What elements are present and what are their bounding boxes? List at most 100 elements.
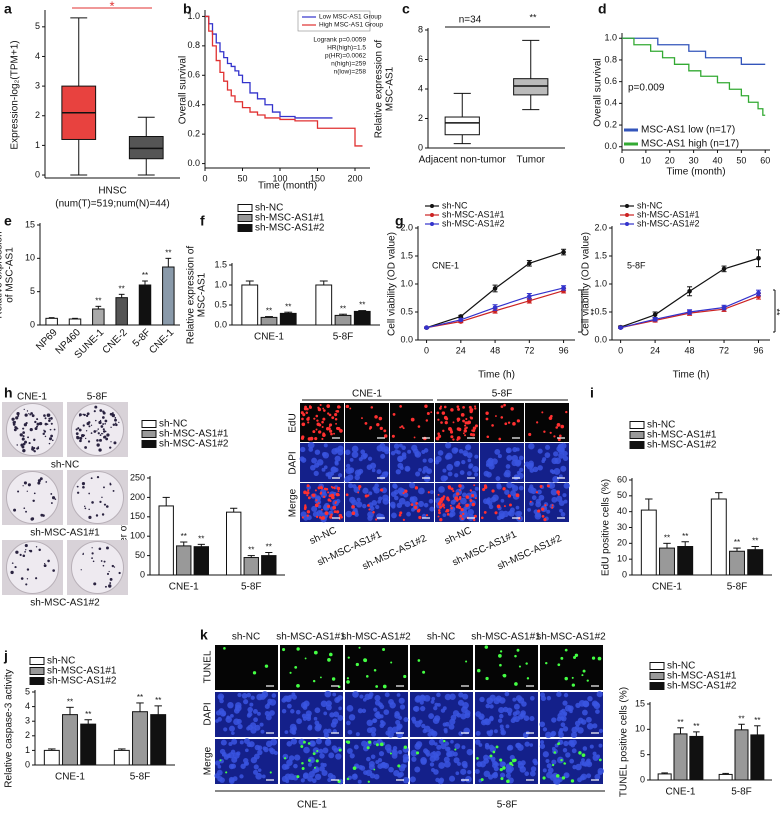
bar — [132, 711, 148, 766]
significance: ** — [119, 284, 125, 293]
nucleus — [483, 470, 490, 477]
nucleus — [442, 722, 447, 727]
x-tick-label: CNE-1 — [652, 582, 682, 593]
nucleus — [244, 748, 249, 753]
nucleus — [506, 454, 513, 461]
x-tick-label: 0 — [202, 173, 207, 183]
stained-cell — [437, 515, 440, 518]
nucleus — [360, 453, 367, 460]
nucleus — [384, 471, 389, 476]
y-tick-label: 1.0 — [187, 11, 200, 21]
y-axis-label: of MSC-AS1 — [5, 247, 16, 303]
colony — [25, 583, 28, 586]
stained-cell — [443, 739, 446, 743]
nucleus — [357, 708, 363, 714]
colony — [108, 570, 110, 573]
stained-cell — [509, 503, 512, 507]
nucleus — [214, 773, 220, 779]
y-tick-label: 10 — [25, 253, 35, 263]
column-label: sh-MSC-AS1#1 — [471, 632, 541, 643]
micrograph — [345, 645, 408, 690]
legend-swatch — [237, 204, 253, 212]
nucleus — [401, 454, 407, 460]
nucleus — [575, 763, 582, 771]
stained-cell — [457, 407, 461, 411]
legend-swatch — [141, 440, 157, 448]
nucleus — [253, 717, 258, 723]
stained-cell — [444, 421, 448, 425]
colony — [26, 490, 28, 492]
nucleus — [560, 722, 566, 728]
colony — [101, 496, 103, 499]
stained-cell — [464, 427, 467, 430]
nucleus — [309, 740, 315, 747]
stained-cell — [346, 677, 350, 680]
stained-cell — [560, 424, 565, 429]
nucleus — [539, 721, 546, 728]
bar — [113, 749, 130, 766]
nucleus — [215, 760, 221, 766]
nucleus — [496, 515, 502, 521]
colony — [113, 566, 116, 568]
colony — [38, 421, 43, 426]
stained-cell — [458, 502, 461, 505]
nucleus — [348, 714, 356, 721]
legend-swatch — [141, 420, 157, 428]
nucleus — [409, 776, 416, 783]
stained-cell — [399, 511, 403, 515]
nucleus — [290, 775, 296, 781]
stained-cell — [358, 487, 361, 490]
stained-cell — [322, 495, 326, 499]
nucleus — [328, 752, 335, 759]
nucleus — [383, 709, 390, 716]
nucleus — [373, 487, 380, 494]
legend-marker — [430, 222, 434, 226]
nucleus — [490, 496, 497, 503]
nucleus — [412, 706, 418, 712]
nucleus — [355, 732, 360, 737]
nucleus — [512, 447, 518, 453]
y-tick-label: 0.0 — [604, 141, 617, 151]
stained-cell — [557, 493, 560, 496]
nucleus — [393, 443, 400, 449]
colony — [108, 584, 112, 588]
nucleus — [348, 467, 355, 474]
x-tick-label: 48 — [490, 345, 500, 355]
nucleus — [511, 454, 518, 462]
nucleus — [500, 498, 505, 503]
y-axis-label: Overall survival — [178, 56, 189, 124]
stained-cell — [516, 419, 520, 423]
nucleus — [442, 513, 447, 518]
nucleus — [286, 741, 293, 747]
nucleus — [349, 457, 354, 462]
colony — [106, 546, 109, 550]
x-tick-label: 24 — [456, 345, 466, 355]
y-tick-label: 10 — [635, 724, 645, 734]
nucleus — [300, 778, 305, 783]
nucleus — [546, 695, 552, 701]
colony — [23, 481, 27, 485]
stained-cell — [469, 408, 474, 413]
stained-cell — [322, 433, 326, 437]
nucleus — [550, 488, 558, 496]
nucleus — [429, 752, 436, 758]
nucleus — [261, 774, 266, 779]
significance: ** — [266, 543, 272, 552]
nucleus — [354, 469, 362, 477]
stained-cell — [330, 432, 333, 436]
nucleus — [346, 720, 351, 726]
nucleus — [379, 714, 384, 719]
nucleus — [450, 714, 457, 721]
point — [424, 325, 429, 330]
colony — [52, 569, 55, 572]
colony — [93, 430, 97, 433]
nucleus — [589, 744, 594, 749]
nucleus — [383, 446, 389, 452]
nucleus — [577, 727, 584, 734]
nucleus — [230, 713, 234, 718]
legend-label: sh-MSC-AS1#2 — [47, 676, 117, 687]
stained-cell — [382, 648, 386, 652]
nucleus — [483, 498, 489, 505]
nucleus — [250, 695, 255, 700]
stained-cell — [529, 500, 532, 503]
